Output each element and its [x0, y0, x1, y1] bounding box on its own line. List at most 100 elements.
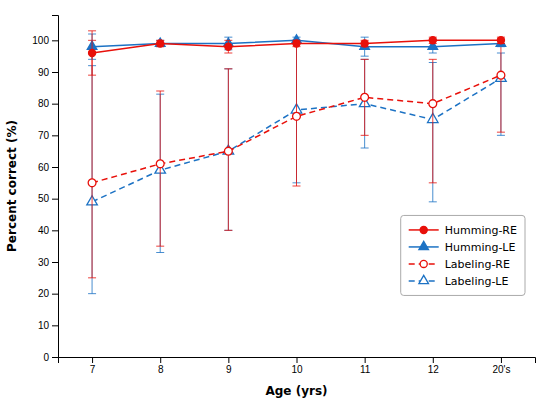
legend-symbol — [420, 226, 427, 233]
point — [156, 160, 164, 168]
error-bar — [429, 37, 437, 43]
point — [429, 37, 436, 44]
y-tick-mark — [52, 357, 58, 358]
point — [155, 38, 165, 46]
y-tick-label: 30 — [38, 257, 50, 268]
point — [361, 93, 369, 101]
x-axis: 7 8 9 10 11 12 20's — [59, 357, 536, 375]
error-bar — [361, 59, 369, 135]
error-bar — [88, 40, 96, 278]
legend-item: Humming-RE — [409, 224, 517, 237]
plot: 7 8 9 10 11 12 20's 0 10 20 30 40 50 60 70 80 90 100 Hummi… — [32, 16, 535, 376]
y-tick-mark — [52, 167, 58, 168]
x-tick-mark — [92, 357, 93, 363]
y-tick: 50 — [38, 193, 58, 204]
y-tick-mark — [52, 230, 58, 231]
legend-label: Humming-RE — [445, 224, 517, 237]
error-bar — [156, 40, 164, 46]
series-line — [92, 40, 501, 46]
error-bar — [293, 40, 301, 46]
y-tick: 100 — [32, 35, 58, 46]
legend-item: Humming-LE — [409, 241, 516, 254]
error-bar — [156, 91, 164, 246]
point — [497, 37, 504, 44]
y-tick-label: 20 — [38, 288, 50, 299]
y-axis-line — [52, 16, 59, 358]
x-tick-mark — [297, 357, 298, 363]
y-tick: 90 — [38, 67, 58, 78]
y-tick-mark — [52, 325, 58, 326]
error-bar — [224, 69, 232, 231]
x-tick-mark — [365, 357, 366, 363]
y-tick-label: 60 — [38, 162, 50, 173]
series — [87, 34, 505, 59]
y-axis: 0 10 20 30 40 50 60 70 80 90 100 — [32, 16, 58, 363]
y-tick-label: 40 — [38, 225, 50, 236]
x-tick-label: 9 — [226, 364, 232, 375]
x-tick: 10 — [291, 357, 303, 375]
x-tick-mark — [228, 357, 229, 363]
y-tick-mark — [52, 72, 58, 73]
series-line — [92, 40, 501, 53]
legend-symbol — [420, 260, 427, 267]
y-tick: 0 — [43, 352, 58, 363]
point — [429, 100, 437, 108]
legend-symbol — [419, 241, 429, 249]
y-tick-label: 100 — [32, 35, 49, 46]
x-tick: 7 — [90, 357, 96, 375]
y-axis-title: Percent correct (%) — [5, 120, 19, 252]
point — [224, 147, 232, 155]
y-tick-mark — [52, 104, 58, 105]
point — [497, 71, 505, 79]
legend-symbol — [419, 275, 429, 283]
x-tick-label: 11 — [360, 364, 371, 375]
error-bar — [361, 37, 369, 56]
x-tick-mark — [433, 357, 434, 363]
y-tick: 10 — [38, 320, 58, 331]
point — [225, 43, 232, 50]
x-tick: 11 — [360, 357, 371, 375]
y-tick: 30 — [38, 257, 58, 268]
error-bar — [429, 59, 437, 183]
y-tick: 80 — [38, 98, 58, 109]
error-bar — [224, 37, 232, 50]
legend-label: Labeling-LE — [445, 275, 509, 288]
x-tick: 8 — [158, 357, 164, 375]
legend-box — [401, 215, 525, 295]
error-bar — [361, 40, 369, 46]
series — [88, 31, 505, 75]
error-bar — [224, 40, 232, 53]
x-tick-label: 12 — [428, 364, 440, 375]
y-tick-mark — [52, 199, 58, 200]
x-axis-line — [59, 358, 536, 364]
y-tick-label: 90 — [38, 67, 50, 78]
x-tick-label: 7 — [90, 364, 96, 375]
y-tick: 20 — [38, 288, 58, 299]
legend-item: Labeling-LE — [409, 275, 509, 288]
y-tick-mark — [52, 294, 58, 295]
x-tick: 20's — [492, 357, 510, 375]
y-tick-mark — [52, 40, 58, 41]
y-tick: 70 — [38, 130, 58, 141]
legend-label: Humming-LE — [445, 241, 516, 254]
y-tick-mark — [52, 135, 58, 136]
x-tick-label: 8 — [158, 364, 164, 375]
x-tick: 9 — [226, 357, 232, 375]
x-tick-label: 20's — [492, 364, 510, 375]
point — [361, 40, 368, 47]
legend: Humming-RE Humming-LE Labeling-RE Labeling-… — [401, 215, 525, 295]
error-bar — [224, 69, 232, 231]
y-tick: 40 — [38, 225, 58, 236]
point — [89, 49, 96, 56]
x-tick-label: 10 — [291, 364, 303, 375]
x-tick-mark — [160, 357, 161, 363]
error-bar — [497, 44, 505, 133]
y-tick-label: 50 — [38, 193, 50, 204]
chart: 7 8 9 10 11 12 20's 0 10 20 30 40 50 60 70 80 90 100 Hummi… — [0, 0, 550, 405]
error-bar — [88, 31, 96, 75]
y-tick-mark — [52, 262, 58, 263]
error-bar — [497, 37, 505, 43]
legend-label: Labeling-RE — [445, 258, 510, 271]
legend-item: Labeling-RE — [409, 258, 510, 271]
error-bar — [156, 40, 164, 46]
